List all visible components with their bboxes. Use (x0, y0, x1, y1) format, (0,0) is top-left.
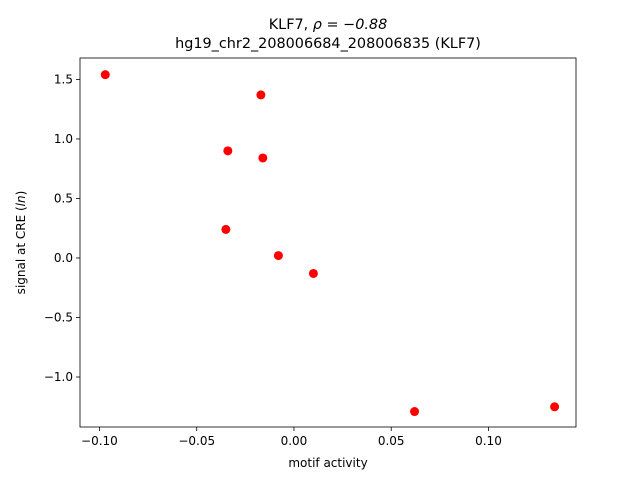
data-points (100, 70, 560, 417)
x-tick-label: 0.05 (378, 434, 405, 448)
chart-title-line2: hg19_chr2_208006684_208006835 (KLF7) (175, 36, 481, 52)
y-tick-label: −0.5 (44, 310, 73, 324)
x-tick-label: 0.00 (281, 434, 308, 448)
data-point (223, 146, 233, 156)
data-point (100, 70, 110, 80)
x-tick-label: −0.10 (81, 434, 118, 448)
x-tick-label: 0.10 (475, 434, 502, 448)
y-tick-label: −1.0 (44, 370, 73, 384)
y-axis-ticks: −1.0 −0.5 0.0 0.5 1.0 1.5 (44, 72, 80, 384)
y-axis-label-italic: ln (14, 195, 28, 206)
y-axis-label-suffix: ) (14, 191, 28, 196)
y-tick-label: 1.5 (54, 72, 73, 86)
x-axis-ticks: −0.10 −0.05 0.00 0.05 0.10 (81, 427, 502, 448)
y-tick-label: 0.0 (54, 251, 73, 265)
data-point (308, 268, 318, 278)
chart-title: KLF7, ρ = −0.88 hg19_chr2_208006684_2080… (175, 17, 481, 52)
data-point (550, 402, 560, 412)
chart-title-line1: KLF7, ρ = −0.88 (269, 17, 388, 33)
data-point (258, 153, 268, 163)
plot-frame (79, 57, 577, 428)
data-point (273, 251, 283, 261)
y-axis-label: signal at CRE (ln) (14, 191, 28, 295)
x-axis-label: motif activity (288, 456, 367, 470)
data-point (256, 90, 266, 100)
x-tick-label: −0.05 (178, 434, 215, 448)
y-tick-label: 1.0 (54, 132, 73, 146)
chart-title-rho: ρ = −0.88 (313, 17, 387, 33)
data-point (221, 224, 231, 234)
y-axis-label-prefix: signal at CRE ( (14, 206, 28, 294)
chart-title-prefix: KLF7, (269, 17, 313, 33)
data-point (410, 407, 420, 417)
y-tick-label: 0.5 (54, 191, 73, 205)
